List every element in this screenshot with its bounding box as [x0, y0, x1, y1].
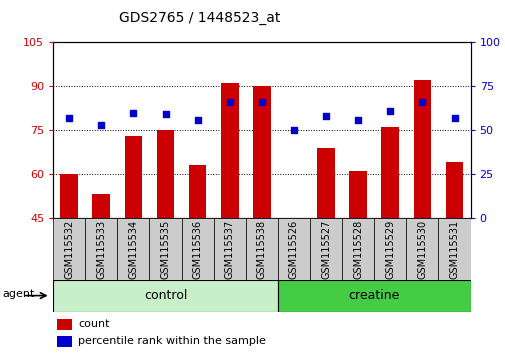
Text: percentile rank within the sample: percentile rank within the sample: [78, 336, 266, 346]
Text: GSM115535: GSM115535: [160, 219, 170, 279]
FancyBboxPatch shape: [149, 218, 181, 280]
Bar: [57, 336, 72, 347]
FancyBboxPatch shape: [53, 218, 85, 280]
FancyBboxPatch shape: [117, 218, 149, 280]
FancyBboxPatch shape: [277, 280, 470, 312]
FancyBboxPatch shape: [438, 218, 470, 280]
Text: GSM115526: GSM115526: [288, 219, 298, 279]
Text: GSM115527: GSM115527: [321, 219, 330, 279]
Bar: [413, 80, 430, 218]
Text: GSM115538: GSM115538: [257, 219, 266, 279]
Point: [65, 115, 73, 121]
Text: control: control: [143, 289, 187, 302]
Bar: [188, 165, 206, 218]
Bar: [348, 171, 366, 218]
Point: [193, 117, 201, 122]
Bar: [221, 84, 238, 218]
FancyBboxPatch shape: [181, 218, 213, 280]
Point: [161, 112, 169, 117]
Bar: [381, 127, 398, 218]
Text: GSM115532: GSM115532: [64, 219, 74, 279]
Bar: [157, 130, 174, 218]
FancyBboxPatch shape: [277, 218, 310, 280]
Text: GSM115530: GSM115530: [417, 219, 427, 279]
Point: [97, 122, 105, 128]
Text: GSM115528: GSM115528: [352, 219, 363, 279]
Text: GSM115529: GSM115529: [384, 219, 394, 279]
Bar: [92, 194, 110, 218]
Text: agent: agent: [3, 289, 35, 299]
Point: [258, 99, 266, 105]
Point: [225, 99, 233, 105]
Point: [354, 117, 362, 122]
FancyBboxPatch shape: [213, 218, 245, 280]
FancyBboxPatch shape: [341, 218, 374, 280]
FancyBboxPatch shape: [374, 218, 406, 280]
Bar: [317, 148, 334, 218]
Text: GSM115531: GSM115531: [448, 219, 459, 279]
Bar: [60, 174, 78, 218]
Text: count: count: [78, 319, 110, 329]
FancyBboxPatch shape: [85, 218, 117, 280]
Text: GSM115533: GSM115533: [96, 219, 106, 279]
Point: [418, 99, 426, 105]
Bar: [445, 162, 463, 218]
Text: GSM115534: GSM115534: [128, 219, 138, 279]
Text: GSM115536: GSM115536: [192, 219, 202, 279]
Text: GSM115537: GSM115537: [224, 219, 234, 279]
FancyBboxPatch shape: [310, 218, 341, 280]
Bar: [252, 86, 270, 218]
Bar: [124, 136, 142, 218]
Text: GDS2765 / 1448523_at: GDS2765 / 1448523_at: [118, 11, 279, 25]
Point: [449, 115, 458, 121]
FancyBboxPatch shape: [406, 218, 438, 280]
Point: [289, 127, 297, 133]
Point: [321, 113, 329, 119]
Point: [385, 108, 393, 114]
Bar: [57, 319, 72, 330]
FancyBboxPatch shape: [245, 218, 277, 280]
Point: [129, 110, 137, 115]
FancyBboxPatch shape: [53, 280, 277, 312]
Text: creatine: creatine: [348, 289, 399, 302]
